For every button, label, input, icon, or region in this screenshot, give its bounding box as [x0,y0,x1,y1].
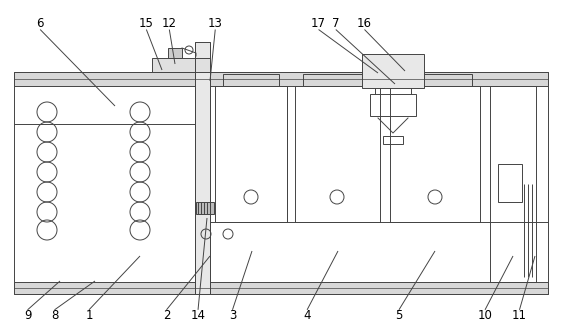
Text: 8: 8 [51,309,58,322]
Text: 11: 11 [512,309,527,322]
Text: 4: 4 [303,309,311,322]
Text: 17: 17 [311,17,326,30]
Text: 10: 10 [478,309,492,322]
Bar [195,42,210,294]
Bar [490,86,536,282]
Text: 13: 13 [208,17,223,30]
Bar [168,48,182,58]
Text: 16: 16 [357,17,372,30]
Text: 15: 15 [139,17,154,30]
Bar [303,74,372,86]
Bar [370,94,416,116]
Bar [196,202,214,214]
Text: 6: 6 [36,17,44,30]
Text: 7: 7 [332,17,340,30]
Text: 5: 5 [395,309,402,322]
Text: 1: 1 [85,309,93,322]
Bar [398,74,472,86]
Text: 2: 2 [162,309,170,322]
Bar [215,86,287,222]
Bar [152,58,210,72]
Bar [223,74,279,86]
Bar [14,72,548,294]
Text: 3: 3 [229,309,236,322]
Bar [498,164,522,202]
Bar [14,72,548,86]
Text: 9: 9 [24,309,32,322]
Bar [390,86,480,222]
Bar [362,54,424,88]
Bar [295,86,380,222]
Text: 14: 14 [191,309,205,322]
Text: 12: 12 [162,17,177,30]
Bar [14,282,548,294]
Bar [383,136,403,144]
